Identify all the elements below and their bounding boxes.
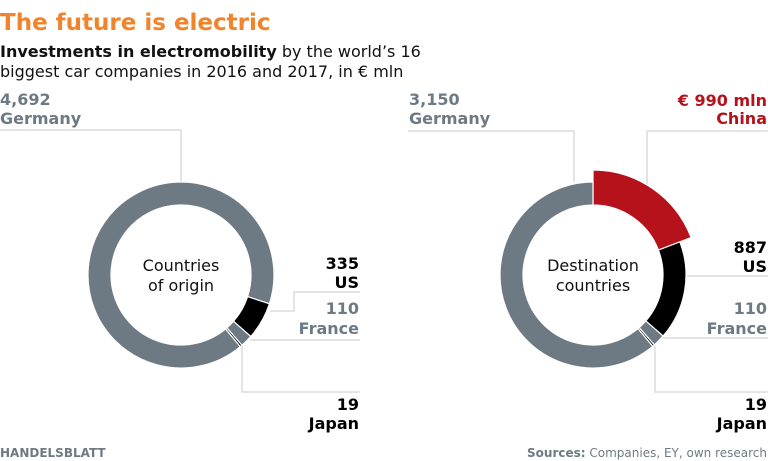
chart-title: The future is electric <box>0 10 271 36</box>
label-us-dest: US <box>742 257 767 276</box>
center-label-origin-2: of origin <box>148 276 214 295</box>
value-label-us-dest: 887 <box>734 238 767 257</box>
value-label-us-origin: 335 <box>326 254 359 273</box>
sources-text: Companies, EY, own research <box>586 446 767 460</box>
chart-subtitle-line1: Investments in electromobility by the wo… <box>0 42 421 61</box>
slice-germany-destination <box>499 181 654 369</box>
subtitle-rest: by the world’s 16 <box>277 42 421 61</box>
slice-japan-origin <box>224 327 243 348</box>
label-us-origin: US <box>334 273 359 292</box>
label-germany-origin: Germany <box>0 109 82 128</box>
sources-label: Sources: <box>527 446 586 460</box>
brand-logo: HANDELSBLATT <box>0 446 106 460</box>
subtitle-bold: Investments in electromobility <box>0 42 277 61</box>
slice-china-destination <box>592 169 692 251</box>
donut-origin <box>87 181 275 369</box>
label-china: China <box>716 109 767 128</box>
center-label-origin-1: Countries <box>143 256 220 275</box>
center-label-dest-2: countries <box>556 276 630 295</box>
value-label-germany-dest: 3,150 <box>409 90 460 109</box>
slice-us-destination <box>644 241 687 337</box>
label-france-dest: France <box>707 319 767 338</box>
donut-destination <box>499 169 692 369</box>
center-label-dest-1: Destination <box>547 256 639 275</box>
sources: Sources: Companies, EY, own research <box>527 446 767 460</box>
label-france-origin: France <box>299 319 359 338</box>
value-label-japan-origin: 19 <box>337 395 359 414</box>
value-label-germany-origin: 4,692 <box>0 90 51 109</box>
value-label-japan-dest: 19 <box>745 395 767 414</box>
label-japan-dest: Japan <box>716 414 767 433</box>
leader-lines-origin <box>0 129 360 393</box>
value-label-china: € 990 mln <box>677 91 767 110</box>
label-japan-origin: Japan <box>308 414 359 433</box>
value-label-france-origin: 110 <box>326 299 359 318</box>
slice-germany-origin <box>87 181 275 369</box>
value-label-france-dest: 110 <box>734 299 767 318</box>
chart-subtitle-line2: biggest car companies in 2016 and 2017, … <box>0 62 403 81</box>
label-germany-dest: Germany <box>409 109 491 128</box>
